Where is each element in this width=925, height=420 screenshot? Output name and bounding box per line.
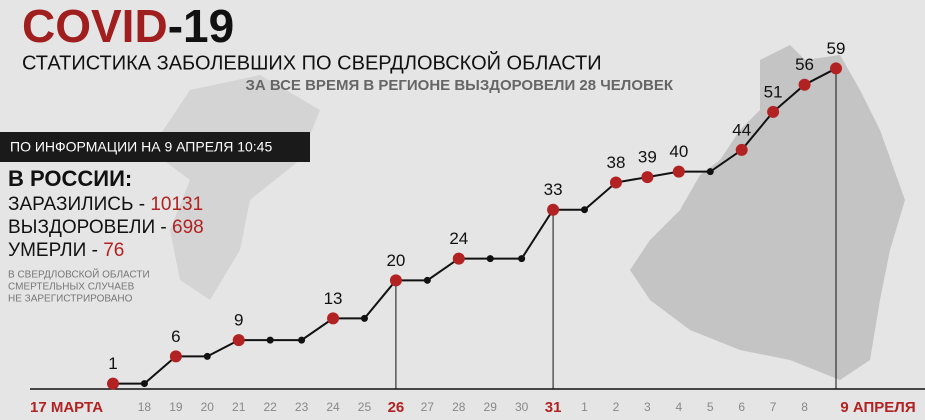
x-tick-label: 9 АПРЕЛЯ bbox=[840, 399, 915, 416]
point bbox=[452, 252, 465, 265]
x-tick-label: 26 bbox=[388, 399, 405, 416]
x-tick-label: 22 bbox=[263, 400, 277, 414]
stat-label: ВЫЗДОРОВЕЛИ - bbox=[8, 217, 167, 238]
value-label: 33 bbox=[544, 180, 563, 199]
point bbox=[798, 78, 811, 91]
value-label: 6 bbox=[171, 327, 180, 346]
info-box bbox=[0, 132, 310, 162]
stat-label: УМЕРЛИ - bbox=[8, 240, 98, 261]
x-tick-label: 23 bbox=[295, 400, 309, 414]
point bbox=[581, 206, 589, 214]
point bbox=[767, 105, 780, 118]
x-tick-label: 4 bbox=[675, 400, 682, 414]
value-label: 56 bbox=[795, 55, 814, 74]
title: COVID-19 bbox=[22, 0, 234, 52]
russia-stat: ЗАРАЗИЛИСЬ - 10131 bbox=[8, 194, 203, 215]
stat-value: 76 bbox=[103, 240, 124, 261]
x-tick-label: 28 bbox=[452, 400, 466, 414]
deaths-note-line: СМЕРТЕЛЬНЫХ СЛУЧАЕВ bbox=[8, 282, 135, 293]
stat-value: 698 bbox=[172, 217, 204, 238]
value-label: 51 bbox=[764, 82, 783, 101]
value-label: 38 bbox=[606, 153, 625, 172]
x-tick-label: 5 bbox=[707, 400, 714, 414]
world-map bbox=[150, 75, 320, 300]
x-tick-label: 30 bbox=[515, 400, 529, 414]
x-tick-label: 25 bbox=[358, 400, 372, 414]
title-part: -19 bbox=[168, 0, 234, 52]
point bbox=[830, 62, 842, 75]
point bbox=[486, 255, 494, 263]
russia-stat: ВЫЗДОРОВЕЛИ - 698 bbox=[8, 217, 204, 238]
x-tick-label: 21 bbox=[232, 400, 246, 414]
point bbox=[298, 336, 306, 344]
x-tick-label: 18 bbox=[138, 400, 152, 414]
x-tick-label: 2 bbox=[613, 400, 620, 414]
point bbox=[140, 380, 148, 388]
value-label: 59 bbox=[827, 39, 846, 58]
point bbox=[266, 336, 274, 344]
point bbox=[327, 312, 340, 325]
point bbox=[735, 143, 748, 156]
x-tick-label: 6 bbox=[738, 400, 745, 414]
point bbox=[423, 276, 431, 284]
x-tick-label: 27 bbox=[421, 400, 435, 414]
value-label: 1 bbox=[108, 354, 117, 373]
point bbox=[203, 352, 211, 360]
point bbox=[641, 171, 654, 184]
subtitle: СТАТИСТИКА ЗАБОЛЕВШИХ ПО СВЕРДЛОВСКОЙ ОБ… bbox=[22, 50, 602, 74]
x-tick-label: 7 bbox=[770, 400, 777, 414]
value-label: 40 bbox=[669, 142, 688, 161]
value-label: 13 bbox=[324, 289, 343, 308]
value-label: 9 bbox=[234, 311, 243, 330]
stat-label: ЗАРАЗИЛИСЬ - bbox=[8, 194, 145, 215]
point bbox=[232, 334, 245, 347]
recovered-note: ЗА ВСЕ ВРЕМЯ В РЕГИОНЕ ВЫЗДОРОВЕЛИ 28 ЧЕ… bbox=[245, 77, 673, 94]
point bbox=[389, 274, 402, 287]
x-tick-label: 24 bbox=[326, 400, 340, 414]
x-tick-label: 31 bbox=[545, 399, 562, 416]
x-tick-label: 1 bbox=[581, 400, 588, 414]
point bbox=[169, 350, 182, 363]
x-tick-label: 19 bbox=[169, 400, 183, 414]
x-tick-label: 17 МАРТА bbox=[30, 399, 103, 416]
point bbox=[107, 377, 119, 390]
point bbox=[672, 165, 685, 178]
value-label: 24 bbox=[449, 229, 468, 248]
point bbox=[547, 203, 560, 216]
value-label: 44 bbox=[732, 120, 751, 139]
x-tick-label: 20 bbox=[201, 400, 215, 414]
point bbox=[518, 255, 526, 263]
point bbox=[706, 168, 714, 176]
value-label: 20 bbox=[386, 251, 405, 270]
info-box-text: ПО ИНФОРМАЦИИ НА 9 АПРЕЛЯ 10:45 bbox=[10, 139, 272, 155]
deaths-note-line: В СВЕРДЛОВСКОЙ ОБЛАСТИ bbox=[8, 268, 150, 281]
russia-heading: В РОССИИ: bbox=[8, 166, 132, 191]
deaths-note-line: НЕ ЗАРЕГИСТРИРОВАНО bbox=[8, 294, 133, 305]
russia-stat: УМЕРЛИ - 76 bbox=[8, 240, 124, 261]
value-label: 39 bbox=[638, 148, 657, 167]
stat-value: 10131 bbox=[150, 194, 203, 215]
title-part: COVID bbox=[22, 0, 168, 52]
x-tick-label: 3 bbox=[644, 400, 651, 414]
point bbox=[360, 314, 368, 322]
point bbox=[609, 176, 622, 189]
x-tick-label: 29 bbox=[484, 400, 498, 414]
x-tick-label: 8 bbox=[801, 400, 808, 414]
